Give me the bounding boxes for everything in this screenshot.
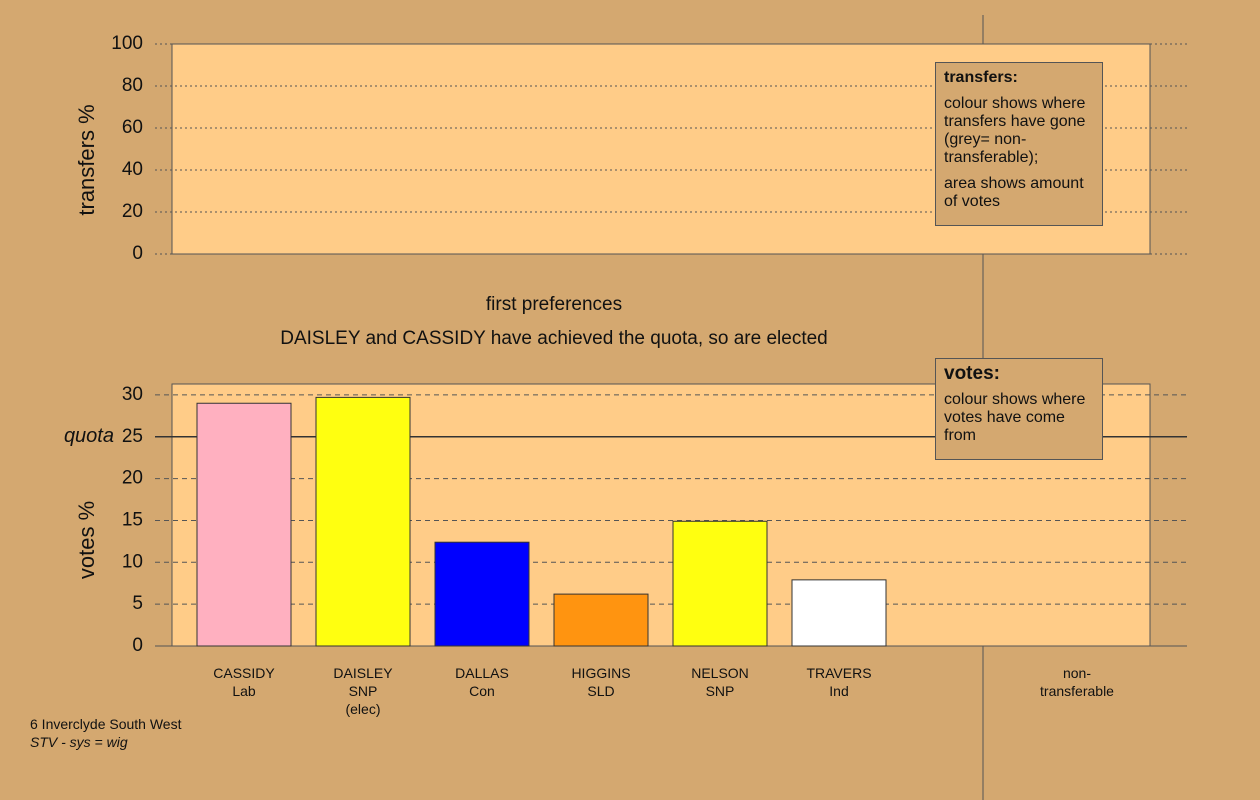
- y-tick-label: 100: [111, 33, 143, 54]
- y-tick-label: 80: [122, 75, 143, 96]
- bar: [791, 579, 887, 647]
- category-label: non-transferable: [1032, 664, 1122, 700]
- legend-title: transfers:: [944, 69, 1018, 86]
- footer-system: STV - sys = wig: [30, 734, 128, 750]
- party: Lab: [232, 683, 256, 699]
- bar: [672, 520, 768, 647]
- candidate-name: HIGGINS: [571, 665, 631, 681]
- legend-text: colour shows where votes have come from: [944, 391, 1086, 444]
- y-tick-label: 0: [132, 243, 143, 264]
- y-tick-label: 10: [122, 551, 143, 572]
- heading: DAISLEY and CASSIDY have achieved the qu…: [280, 328, 828, 349]
- candidate-name: non-transferable: [1040, 665, 1114, 699]
- heading: first preferences: [485, 294, 623, 315]
- party: SNP: [348, 683, 378, 699]
- note: (elec): [345, 701, 381, 717]
- y-tick-label: 60: [122, 117, 143, 138]
- legend-text: area shows amount of votes: [944, 175, 1084, 210]
- bar: [434, 541, 530, 647]
- y-tick-label: 40: [122, 159, 143, 180]
- category-label: CASSIDY Lab: [199, 664, 289, 700]
- footer-constituency: 6 Inverclyde South West: [30, 716, 182, 732]
- category-label: DALLAS Con: [437, 664, 527, 700]
- y-tick-label: 25: [122, 426, 143, 447]
- y-tick-label: 20: [122, 201, 143, 222]
- category-label: DAISLEY SNP (elec): [318, 664, 408, 718]
- party: SNP: [705, 683, 735, 699]
- y-tick-label: 30: [122, 384, 143, 405]
- category-label: TRAVERS Ind: [794, 664, 884, 700]
- bar: [196, 402, 292, 647]
- y-tick-label: 0: [132, 635, 143, 656]
- category-label: NELSON SNP: [675, 664, 765, 700]
- party: Ind: [829, 683, 849, 699]
- candidate-name: DALLAS: [455, 665, 509, 681]
- party: SLD: [587, 683, 615, 699]
- legend: votes: colour shows where votes have come…: [935, 358, 1103, 460]
- bar: [553, 593, 649, 647]
- y-axis-label: votes %: [74, 501, 99, 579]
- y-tick-label: 5: [132, 593, 143, 614]
- candidate-name: CASSIDY: [213, 665, 275, 681]
- legend-title: votes:: [944, 363, 1000, 384]
- candidate-name: TRAVERS: [806, 665, 872, 681]
- bar: [315, 396, 411, 647]
- candidate-name: NELSON: [691, 665, 749, 681]
- party: Con: [469, 683, 495, 699]
- y-axis-label: transfers %: [74, 104, 99, 215]
- category-label: HIGGINS SLD: [556, 664, 646, 700]
- quota-label: quota: [64, 425, 114, 447]
- y-tick-label: 15: [122, 509, 143, 530]
- legend: transfers: colour shows where transfers h…: [935, 62, 1103, 226]
- legend-text: colour shows where transfers have gone (…: [944, 95, 1086, 166]
- y-tick-label: 20: [122, 468, 143, 489]
- candidate-name: DAISLEY: [333, 665, 393, 681]
